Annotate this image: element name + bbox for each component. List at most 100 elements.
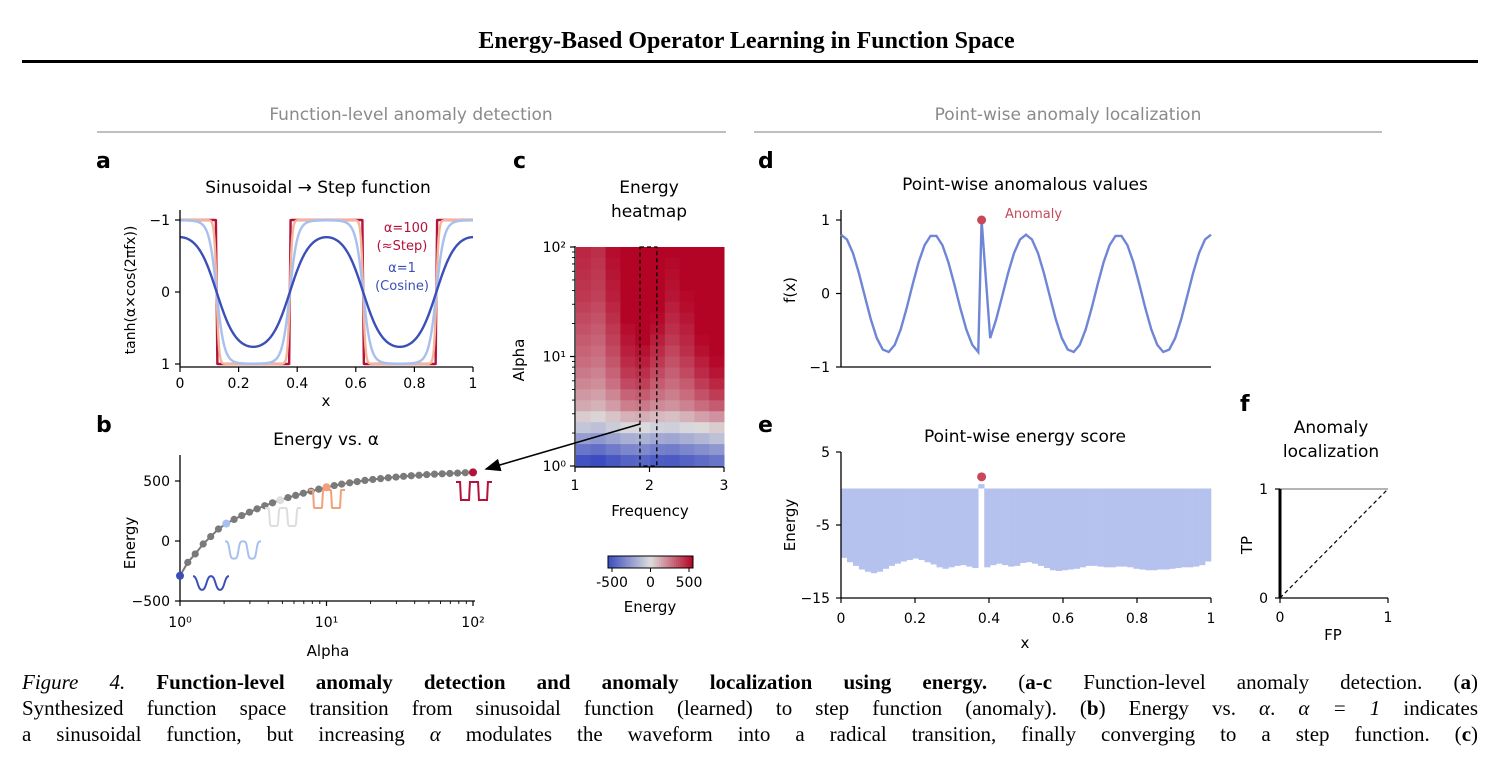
- caption-text: modulates the waveform into a radical tr…: [440, 722, 1462, 746]
- panel-f-title-1: Anomaly: [1294, 418, 1369, 438]
- panel-c-heatmap-cell: [605, 323, 621, 336]
- panel-c-heatmap-cell: [620, 378, 636, 390]
- panel-c-heatmap-cell: [650, 411, 666, 423]
- panel-c-heatmap-cell: [635, 312, 651, 325]
- panel-e-bar: [906, 488, 913, 561]
- panel-b-y-tick-label: 500: [143, 474, 170, 490]
- panel-c-heatmap-cell: [605, 312, 621, 325]
- panel-c-heatmap-cell: [679, 290, 695, 303]
- panel-c-heatmap-cell: [576, 422, 592, 434]
- panel-f-y-tick-label: 1: [1259, 482, 1268, 498]
- panel-c-heatmap-cell: [709, 257, 725, 270]
- panel-c-heatmap-cell: [590, 411, 607, 423]
- panel-c-heatmap-cell: [664, 389, 681, 401]
- section-left-title: Function-level anomaly detection: [269, 105, 552, 125]
- panel-b-point: [369, 475, 377, 484]
- panel-e-bar: [1115, 488, 1122, 567]
- panel-c-colorbar-segment: [686, 556, 690, 568]
- caption-bold-title: Function-level anomaly detection and ano…: [156, 670, 988, 694]
- panel-e-bar: [841, 488, 848, 558]
- panel-c-heatmap-cell: [605, 334, 621, 347]
- panel-c-heatmap-cell: [576, 290, 592, 303]
- panel-d-anomaly-label: Anomaly: [1005, 207, 1062, 222]
- panel-c-heatmap-cell: [605, 411, 621, 423]
- panel-c-heatmap-cell: [605, 268, 621, 281]
- panel-e-bar: [1205, 488, 1212, 562]
- panel-f-y-label: TP: [1238, 536, 1256, 555]
- panel-e-x-tick-label: 0.6: [1052, 611, 1074, 627]
- panel-b-y-tick-label: −500: [132, 594, 170, 610]
- panel-c-heatmap-cell: [590, 312, 607, 325]
- panel-e-bar: [1037, 488, 1045, 566]
- panel-e-bar: [1157, 488, 1164, 570]
- panel-e-x-tick-label: 1: [1207, 611, 1216, 627]
- panel-e-y-tick-label: −15: [800, 591, 830, 607]
- panel-c-heatmap-cell: [576, 257, 592, 270]
- panel-e-bar: [936, 488, 943, 568]
- panel-c-heatmap-cell: [635, 247, 651, 259]
- panel-c-heatmap-cell: [709, 378, 725, 390]
- panel-b-point: [222, 519, 231, 528]
- panel-c-heatmap-cell: [679, 247, 695, 259]
- panel-e-bar: [1073, 488, 1081, 569]
- panel-c-heatmap-cell: [694, 345, 710, 357]
- panel-c-heatmap-cell: [590, 323, 607, 336]
- panel-c-colorbar-segment: [648, 556, 651, 568]
- panel-c-heatmap-cell: [620, 400, 636, 412]
- panel-c-colorbar-tick-label: 500: [676, 575, 703, 591]
- panel-c-colorbar-segment: [663, 556, 666, 568]
- caption-ref: a: [1460, 670, 1472, 694]
- panel-e-y-ticks: 5 -5 −15: [800, 445, 841, 607]
- panel-a-x-tick-label: 0: [176, 376, 185, 392]
- panel-c-heatmap-cell: [709, 367, 725, 379]
- panel-c-heatmap-cell: [635, 257, 651, 270]
- panel-c-heatmap-cell: [679, 433, 695, 445]
- panel-c-colorbar-segment: [620, 556, 624, 568]
- panel-c-heatmap-cell: [650, 301, 666, 314]
- panel-c-heatmap-cell: [620, 312, 636, 325]
- panel-c-colorbar-segment: [673, 556, 677, 568]
- panel-c-heatmap-cell: [664, 301, 681, 314]
- caption-ref: c: [1461, 722, 1472, 746]
- panel-c-heatmap-cell: [605, 247, 621, 259]
- panel-c-heatmap-cell: [664, 279, 681, 292]
- panel-c-heatmap-cell: [664, 312, 681, 325]
- panel-b-waveform-icon: [192, 575, 230, 591]
- panel-e-bar: [930, 488, 937, 565]
- panel-e-x-tick-label: 0.8: [1126, 611, 1148, 627]
- panel-c-heatmap-cell: [605, 345, 621, 357]
- panel-c-heatmap-cell: [709, 334, 725, 347]
- panel-e-bar: [1193, 488, 1200, 567]
- panel-c-letter: c: [513, 149, 526, 174]
- panel-b-point: [461, 469, 469, 477]
- panel-c-heatmap-cell: [694, 247, 710, 259]
- panel-c-heatmap-cell: [605, 400, 621, 412]
- panel-c-heatmap-cell: [590, 455, 607, 467]
- panel-c-heatmap-cell: [635, 334, 651, 347]
- panel-c-heatmap-cell: [620, 268, 636, 281]
- panel-e-bar: [1127, 488, 1134, 568]
- panel-b-x-tick-label: 10¹: [315, 615, 338, 631]
- panel-c-heatmap-cell: [679, 356, 695, 368]
- panel-d-title: Point-wise anomalous values: [902, 175, 1148, 195]
- panel-c-heatmap-cell: [679, 422, 695, 434]
- panel-c-heatmap-cell: [709, 279, 725, 292]
- panel-c-heatmap-cell: [605, 389, 621, 401]
- panel-d-y-label: f(x): [781, 277, 799, 303]
- panel-b-point: [276, 496, 285, 505]
- panel-c-heatmap-cell: [576, 334, 592, 347]
- panel-b-point: [268, 499, 277, 507]
- panel-e-x-tick-label: 0.2: [904, 611, 926, 627]
- panel-c-heatmap-cell: [664, 268, 681, 281]
- panel-b-point: [392, 473, 400, 481]
- panel-c-heatmap-cell: [679, 411, 695, 423]
- panel-c-y-tick-label: 10⁰: [543, 459, 567, 475]
- caption-line-1: Figure 4. Function-level anomaly detecti…: [22, 669, 1478, 695]
- caption-text: ): [1471, 670, 1478, 694]
- panel-c-x-label: Frequency: [611, 502, 689, 520]
- panel-b-point: [446, 469, 454, 478]
- panel-a-title: Sinusoidal → Step function: [205, 178, 431, 198]
- panel-a-x-tick-label: 0.6: [345, 376, 367, 392]
- panel-c-heatmap-cell: [694, 422, 710, 434]
